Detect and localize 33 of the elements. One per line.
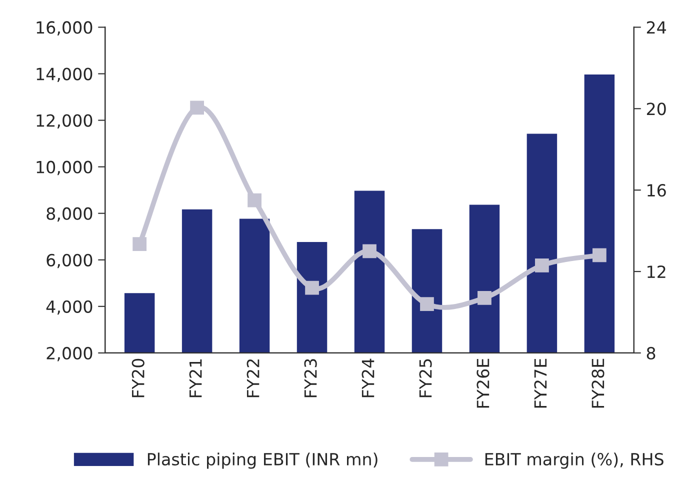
x-tick-label: FY20 — [132, 358, 144, 398]
x-tick-label: FY25 — [419, 359, 432, 398]
x-tick-label: FY21 — [189, 359, 202, 398]
y2-tick-label: 8 — [646, 346, 656, 360]
point — [248, 193, 262, 208]
point — [132, 237, 147, 251]
x-tick-label: FY27E — [534, 358, 547, 408]
legend-label: EBIT margin (%), RHS — [485, 452, 664, 469]
y-tick-label: 16,000 — [36, 21, 92, 36]
legend-label: Plastic piping EBIT (INR mn) — [148, 452, 378, 469]
y-tick-label: 14,000 — [36, 68, 92, 82]
y2-tick-label: 16 — [648, 184, 666, 197]
point — [362, 244, 376, 258]
x-tick-label: FY26E — [476, 358, 490, 408]
x-tick-label: FY24 — [362, 358, 374, 398]
point — [592, 248, 606, 262]
y2-tick-label: 20 — [646, 102, 666, 116]
y2-tick-label: 24 — [646, 21, 666, 34]
point — [478, 291, 492, 305]
y-tick-label: 10,000 — [36, 160, 92, 176]
y2-tick-label: 12 — [648, 265, 666, 278]
y-tick-label: 2,000 — [46, 346, 92, 362]
y-tick-label: 4,000 — [46, 300, 92, 315]
point — [305, 280, 319, 295]
x-tick-label: FY28E — [592, 358, 604, 408]
point — [535, 258, 549, 272]
y-tick-label: 8,000 — [46, 207, 92, 222]
x-tick-label: FY22 — [246, 359, 260, 398]
y-tick-label: 12,000 — [36, 114, 92, 129]
y-tick-label: 6,000 — [46, 254, 92, 268]
x-tick-label: FY23 — [304, 359, 317, 398]
point — [420, 297, 434, 312]
point — [190, 100, 204, 115]
